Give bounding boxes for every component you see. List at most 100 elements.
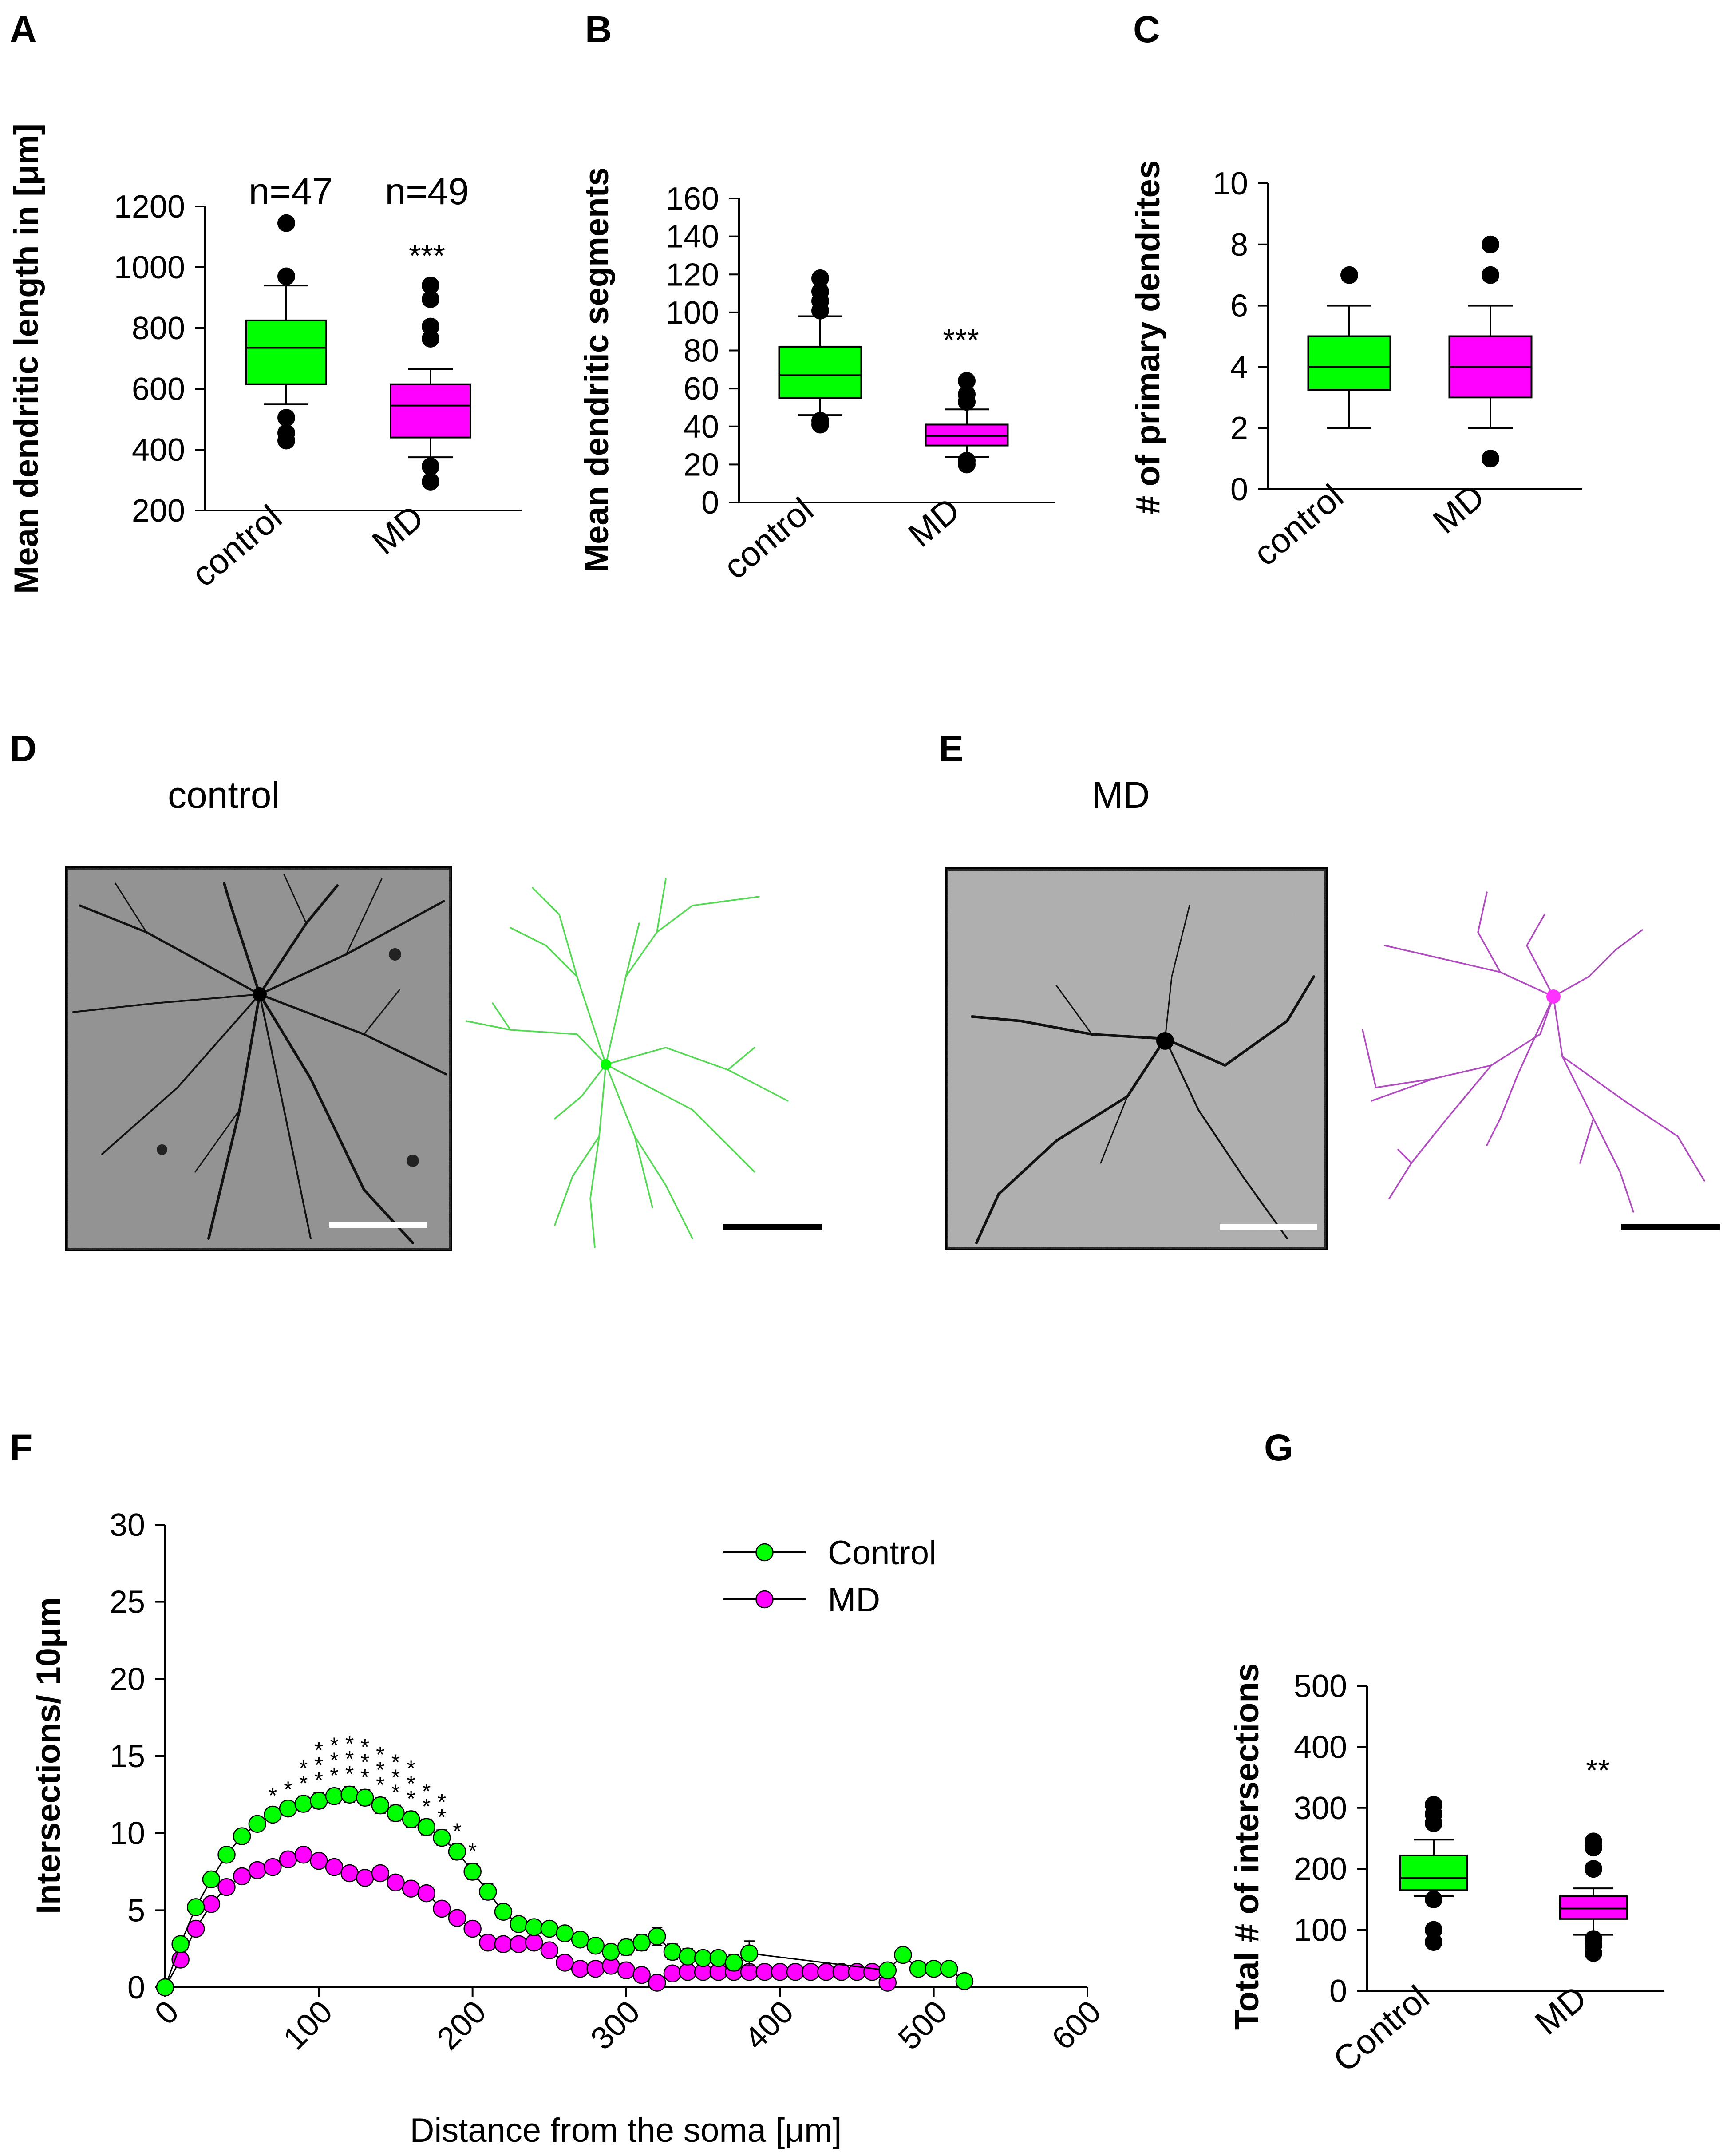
data-point	[187, 1898, 205, 1916]
data-point	[648, 1927, 666, 1946]
box-iqr	[1559, 1895, 1628, 1920]
data-point	[279, 1850, 297, 1868]
category-label: MD	[1425, 477, 1491, 541]
outlier-point	[277, 409, 295, 427]
y-tick-label: 20	[684, 447, 719, 483]
box-iqr	[1307, 335, 1391, 391]
y-tick-label: 0	[1329, 1974, 1347, 2009]
y-axis-title: Mean dendritic length in [μm]	[8, 123, 45, 594]
outlier-point	[1482, 235, 1499, 253]
data-point	[448, 1909, 466, 1927]
data-point	[556, 1924, 574, 1942]
panel-letter-a: A	[10, 8, 37, 50]
data-point	[356, 1788, 374, 1807]
significance-stars: ***	[315, 1737, 323, 1792]
x-tick-label: 300	[584, 1994, 647, 2057]
y-tick-label: 30	[110, 1507, 145, 1543]
significance-stars: *	[468, 1839, 477, 1863]
x-tick-label: 400	[738, 1994, 801, 2057]
category-label: MD	[901, 490, 967, 554]
data-point	[463, 1919, 482, 1938]
data-point	[402, 1879, 420, 1898]
y-tick-label: 100	[666, 295, 719, 331]
data-point	[433, 1899, 451, 1918]
y-tick-label: 0	[127, 1970, 145, 2006]
y-tick-label: 25	[110, 1585, 145, 1620]
data-point	[463, 1863, 482, 1881]
data-point	[217, 1878, 236, 1896]
outlier-point	[422, 457, 439, 475]
data-point	[632, 1966, 651, 1984]
data-point	[571, 1931, 589, 1949]
x-tick-label: 200	[430, 1994, 493, 2057]
y-tick-label: 20	[110, 1662, 145, 1697]
outlier-point	[1585, 1944, 1602, 1962]
significance-stars: ***	[409, 238, 445, 273]
significance-stars: *	[453, 1819, 461, 1843]
y-tick-label: 10	[1213, 166, 1248, 202]
y-tick-label: 4	[1230, 349, 1248, 385]
outlier-point	[1482, 450, 1499, 468]
outlier-point	[422, 472, 439, 491]
data-point	[248, 1815, 267, 1833]
outlier-point	[1425, 1814, 1442, 1832]
data-point	[233, 1867, 251, 1886]
data-point	[586, 1960, 605, 1978]
box-iqr	[925, 423, 1009, 447]
data-point	[817, 1963, 835, 1981]
y-tick-label: 80	[684, 333, 719, 369]
legend-label: MD	[828, 1581, 880, 1619]
x-tick-label: 100	[277, 1994, 340, 2057]
panel-letter-d: D	[10, 728, 37, 769]
panel-d-title: control	[168, 774, 280, 816]
data-point	[510, 1935, 528, 1953]
legend-label: Control	[828, 1534, 937, 1572]
y-tick-label: 160	[666, 181, 719, 217]
significance-stars: ***	[360, 1734, 369, 1789]
data-point	[264, 1805, 282, 1824]
series-control	[156, 1785, 974, 1997]
data-point	[602, 1942, 620, 1961]
outlier-point	[958, 455, 976, 474]
y-tick-label: 0	[1230, 472, 1248, 507]
y-tick-label: 8	[1230, 227, 1248, 263]
significance-stars: *	[269, 1783, 277, 1808]
data-point	[725, 1954, 743, 1972]
significance-stars: ***	[376, 1742, 384, 1797]
n-label-md: n=49	[385, 170, 469, 212]
outlier-point	[811, 415, 829, 434]
y-tick-label: 300	[1294, 1791, 1347, 1826]
chart-g-box-plot: 0 100 200 300 400 500 Total # of intersections…	[1228, 1663, 1664, 2080]
significance-stars: **	[422, 1779, 431, 1819]
data-point	[171, 1935, 190, 1953]
category-label: MD	[1527, 1978, 1593, 2042]
data-point	[740, 1944, 759, 1962]
significance-stars: ***	[345, 1731, 354, 1786]
data-point	[679, 1963, 697, 1981]
data-point	[878, 1961, 897, 1980]
significance-stars: ***	[330, 1733, 338, 1788]
panel-letter-g: G	[1264, 1427, 1293, 1468]
data-point	[340, 1864, 359, 1883]
outlier-point	[422, 329, 439, 348]
data-point	[233, 1827, 251, 1845]
y-tick-label: 40	[684, 409, 719, 445]
data-point	[387, 1873, 405, 1892]
data-point	[786, 1963, 805, 1981]
significance-stars: ***	[407, 1756, 415, 1811]
significance-stars: **	[438, 1790, 446, 1830]
y-axis-title: Intersections/ 10μm	[30, 1597, 67, 1914]
data-point	[571, 1960, 589, 1978]
data-point	[248, 1861, 267, 1879]
category-label: MD	[364, 498, 431, 562]
data-point	[294, 1795, 312, 1813]
data-point	[494, 1935, 513, 1953]
x-axis-title: Distance from the soma [μm]	[410, 2112, 842, 2149]
control-soma	[601, 1059, 611, 1070]
data-point	[663, 1942, 682, 1961]
y-tick-label: 6	[1230, 289, 1248, 324]
significance-stars: **	[1586, 1753, 1610, 1788]
data-point	[709, 1949, 728, 1967]
